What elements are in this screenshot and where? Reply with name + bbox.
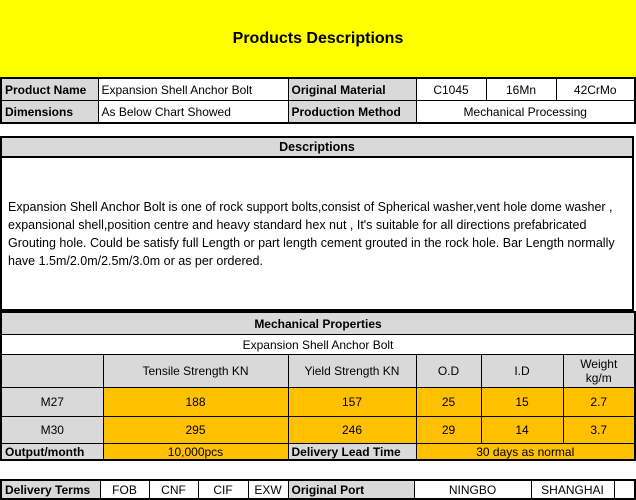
page-title: Products Descriptions bbox=[232, 29, 404, 47]
table-row: Output/month 10,000pcs Delivery Lead Tim… bbox=[0, 443, 636, 461]
col-header-tensile: Tensile Strength KN bbox=[102, 354, 289, 388]
empty-cell bbox=[613, 479, 636, 500]
table-row: M27 188 157 25 15 2.7 bbox=[0, 387, 636, 417]
col-header-weight: Weight kg/m bbox=[562, 354, 636, 388]
m30-od-cell: 29 bbox=[415, 416, 482, 444]
dimensions-value: As Below Chart Showed bbox=[97, 100, 289, 124]
title-banner: Products Descriptions bbox=[0, 0, 636, 78]
original-material-label: Original Material bbox=[287, 77, 417, 101]
product-info-table: Product Name Expansion Shell Anchor Bolt… bbox=[0, 77, 636, 124]
table-row: Product Name Expansion Shell Anchor Bolt… bbox=[0, 77, 636, 101]
port-cell: NINGBO bbox=[413, 479, 532, 500]
m27-id-cell: 15 bbox=[480, 387, 564, 417]
product-name-value: Expansion Shell Anchor Bolt bbox=[97, 77, 289, 101]
spec-corner-cell bbox=[0, 354, 104, 388]
term-cell: FOB bbox=[99, 479, 150, 500]
table-row: Mechanical Properties bbox=[0, 311, 636, 335]
product-name-label: Product Name bbox=[0, 77, 99, 101]
table-row: Expansion Shell Anchor Bolt bbox=[0, 334, 636, 355]
output-month-label: Output/month bbox=[0, 443, 104, 461]
col-header-weight-line1: Weight bbox=[580, 357, 618, 371]
output-month-value: 10,000pcs bbox=[102, 443, 289, 461]
production-method-value: Mechanical Processing bbox=[415, 100, 636, 124]
col-header-weight-line2: kg/m bbox=[585, 371, 612, 385]
descriptions-box: Expansion Shell Anchor Bolt is one of ro… bbox=[0, 158, 634, 311]
m27-yield-cell: 157 bbox=[287, 387, 417, 417]
port-cell: SHANGHAI bbox=[530, 479, 615, 500]
table-row: M30 295 246 29 14 3.7 bbox=[0, 416, 636, 444]
m30-tensile-cell: 295 bbox=[102, 416, 289, 444]
term-cell: EXW bbox=[247, 479, 289, 500]
col-header-id: I.D bbox=[480, 354, 564, 388]
production-method-label: Production Method bbox=[287, 100, 417, 124]
m30-yield-cell: 246 bbox=[287, 416, 417, 444]
term-cell: CIF bbox=[197, 479, 249, 500]
original-port-label: Original Port bbox=[287, 479, 415, 500]
m30-id-cell: 14 bbox=[480, 416, 564, 444]
table-row: Delivery Terms FOB CNF CIF EXW Original … bbox=[0, 479, 636, 500]
material-cell: C1045 bbox=[415, 77, 487, 101]
material-cell: 42CrMo bbox=[555, 77, 636, 101]
m27-od-cell: 25 bbox=[415, 387, 482, 417]
delivery-lead-time-label: Delivery Lead Time bbox=[287, 443, 417, 461]
dimensions-label: Dimensions bbox=[0, 100, 99, 124]
mechanical-properties-header: Mechanical Properties bbox=[0, 311, 636, 335]
m27-tensile-cell: 188 bbox=[102, 387, 289, 417]
material-cell: 16Mn bbox=[485, 77, 557, 101]
row-label-m30: M30 bbox=[0, 416, 104, 444]
mechanical-properties-table: Mechanical Properties Expansion Shell An… bbox=[0, 311, 636, 461]
descriptions-body: Expansion Shell Anchor Bolt is one of ro… bbox=[8, 199, 615, 268]
table-row: Dimensions As Below Chart Showed Product… bbox=[0, 100, 636, 124]
descriptions-header-label: Descriptions bbox=[279, 140, 355, 154]
delivery-lead-time-value: 30 days as normal bbox=[415, 443, 636, 461]
col-header-yield: Yield Strength KN bbox=[287, 354, 417, 388]
delivery-terms-label: Delivery Terms bbox=[0, 479, 101, 500]
descriptions-header: Descriptions bbox=[0, 136, 634, 158]
m30-weight-cell: 3.7 bbox=[562, 416, 636, 444]
row-label-m27: M27 bbox=[0, 387, 104, 417]
mechanical-subtitle: Expansion Shell Anchor Bolt bbox=[0, 334, 636, 355]
table-header-row: Tensile Strength KN Yield Strength KN O.… bbox=[0, 354, 636, 388]
m27-weight-cell: 2.7 bbox=[562, 387, 636, 417]
delivery-terms-table: Delivery Terms FOB CNF CIF EXW Original … bbox=[0, 479, 636, 500]
term-cell: CNF bbox=[148, 479, 199, 500]
col-header-od: O.D bbox=[415, 354, 482, 388]
